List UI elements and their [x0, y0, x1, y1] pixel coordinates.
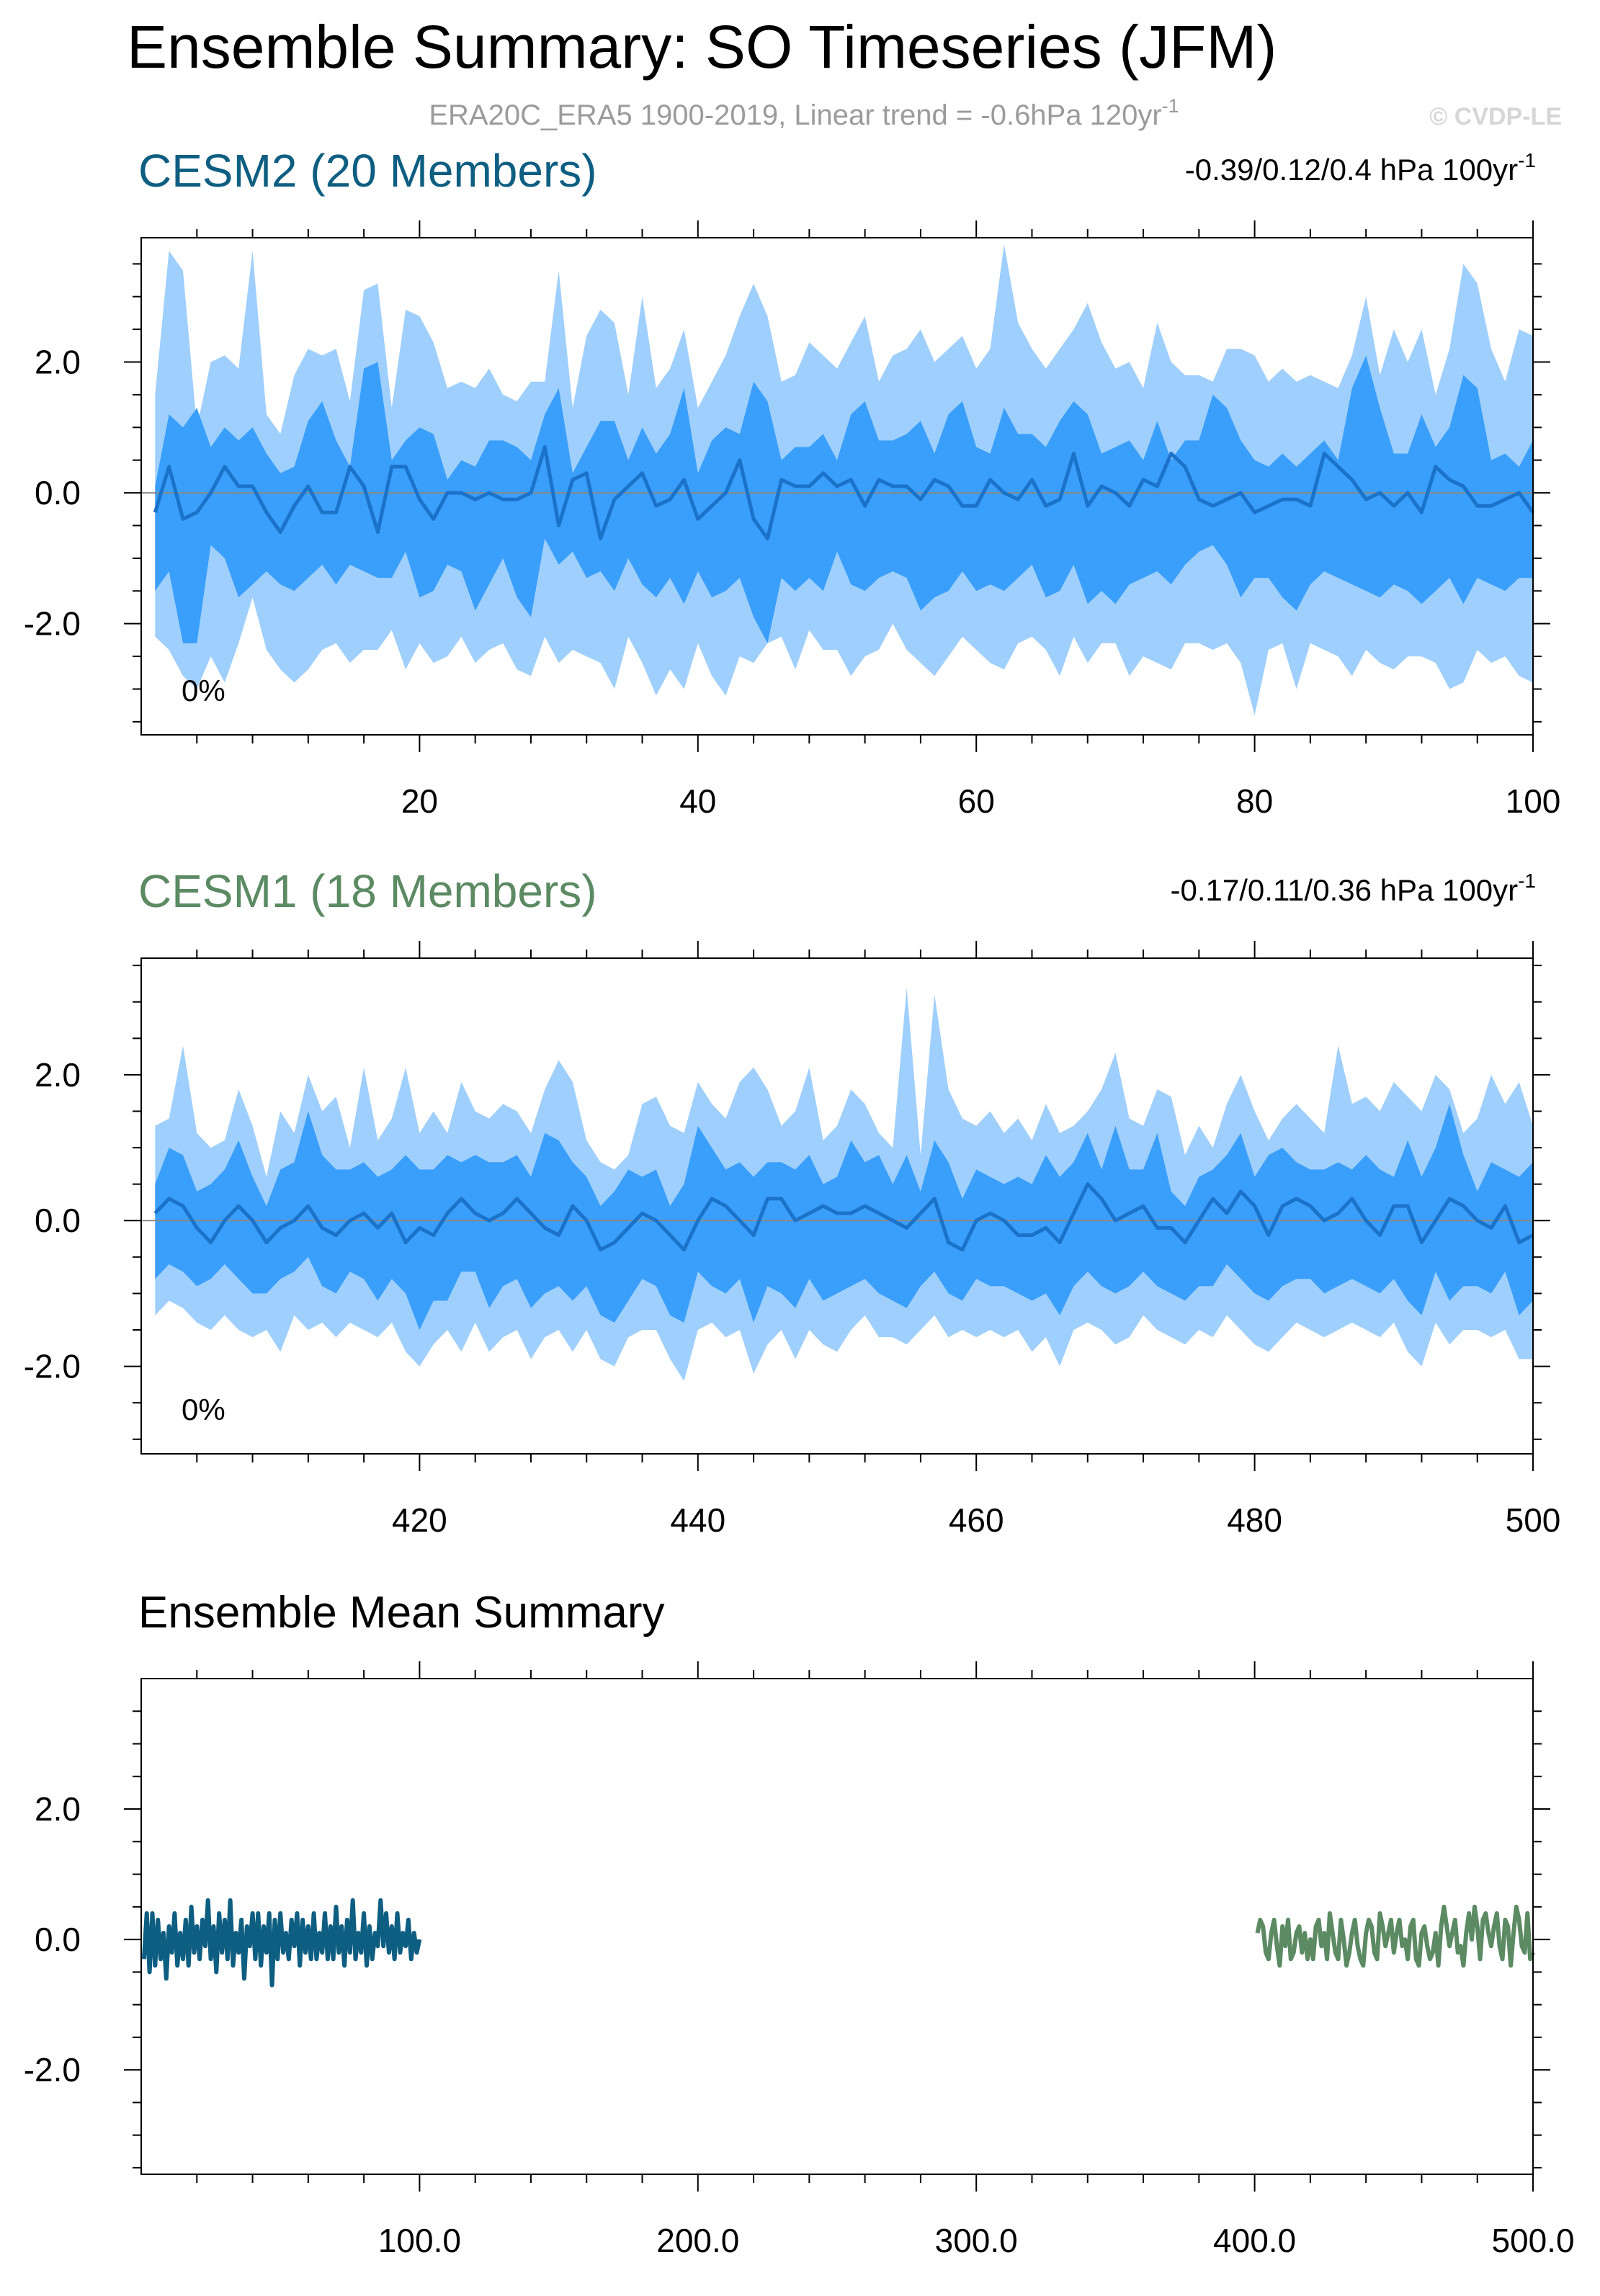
percent-label: 0%	[182, 674, 225, 707]
x-tick-label: 500.0	[1491, 2222, 1574, 2259]
trend-stats-text: -0.39/0.12/0.4 hPa 100yr	[1185, 153, 1518, 187]
x-tick-label: 480	[1227, 1501, 1282, 1539]
band-p16-p84	[155, 1104, 1533, 1330]
y-tick-label: 0.0	[35, 1202, 81, 1239]
panel-cesm2: CESM2 (20 Members) -0.39/0.12/0.4 hPa 100…	[24, 145, 1561, 820]
subtitle-text: ERA20C_ERA5 1900-2019, Linear trend = -0…	[429, 99, 1161, 131]
y-tick-label: -2.0	[24, 1348, 81, 1385]
panel-ensemble-mean: Ensemble Mean Summary 100.0 200.0 300.0 400.…	[24, 1588, 1575, 2259]
x-tick-label: 440	[670, 1501, 725, 1539]
x-tick-label: 400.0	[1213, 2222, 1296, 2259]
y-tick-label: -2.0	[24, 2051, 81, 2089]
x-tick-label: 460	[949, 1501, 1004, 1539]
x-tick-label: 500	[1506, 1501, 1561, 1539]
x-tick-label: 20	[401, 782, 438, 820]
cesm1-mean-line	[1255, 1904, 1535, 1968]
x-tick-label: 60	[958, 782, 995, 820]
plot-frame	[140, 1678, 1534, 2175]
x-tick-label: 80	[1236, 782, 1273, 820]
x-tick-label: 40	[679, 782, 716, 820]
trend-stats-superscript: -1	[1518, 870, 1536, 892]
figure-subtitle: ERA20C_ERA5 1900-2019, Linear trend = -0…	[429, 95, 1179, 131]
plot-frame	[140, 957, 1534, 1455]
subtitle-superscript: -1	[1162, 95, 1179, 117]
x-tick-label: 100	[1506, 782, 1561, 820]
x-tick-label: 300.0	[935, 2222, 1018, 2259]
y-tick-label: 2.0	[35, 1790, 81, 1828]
panel-cesm1: CESM1 (18 Members) -0.17/0.11/0.36 hPa 10…	[24, 865, 1561, 1539]
panel-title: Ensemble Mean Summary	[138, 1588, 665, 1638]
y-tick-label: 0.0	[35, 1921, 81, 1958]
trend-stats-superscript: -1	[1518, 149, 1536, 171]
x-tick-label: 200.0	[656, 2222, 739, 2259]
percent-label: 0%	[182, 1393, 225, 1426]
panel-title: CESM1 (18 Members)	[138, 865, 597, 917]
panel-title: CESM2 (20 Members)	[138, 145, 597, 197]
ensemble-mean-line	[153, 1182, 1534, 1252]
y-tick-label: 0.0	[35, 474, 81, 512]
y-tick-label: 2.0	[35, 344, 81, 381]
trend-stats: -0.39/0.12/0.4 hPa 100yr-1	[1185, 149, 1536, 187]
trend-stats: -0.17/0.11/0.36 hPa 100yr-1	[1171, 870, 1536, 907]
y-tick-label: 2.0	[35, 1056, 81, 1094]
trend-stats-text: -0.17/0.11/0.36 hPa 100yr	[1171, 873, 1519, 907]
y-tick-label: -2.0	[24, 605, 81, 643]
figure-title: Ensemble Summary: SO Timeseries (JFM)	[127, 13, 1277, 81]
watermark: © CVDP-LE	[1429, 103, 1562, 130]
cesm2-mean-line	[141, 1898, 422, 1988]
x-tick-label: 100.0	[378, 2222, 461, 2259]
band-p16-p84	[155, 355, 1533, 643]
plot-frame	[140, 237, 1534, 736]
x-tick-label: 420	[392, 1501, 447, 1539]
ensemble-mean-line	[153, 445, 1535, 541]
